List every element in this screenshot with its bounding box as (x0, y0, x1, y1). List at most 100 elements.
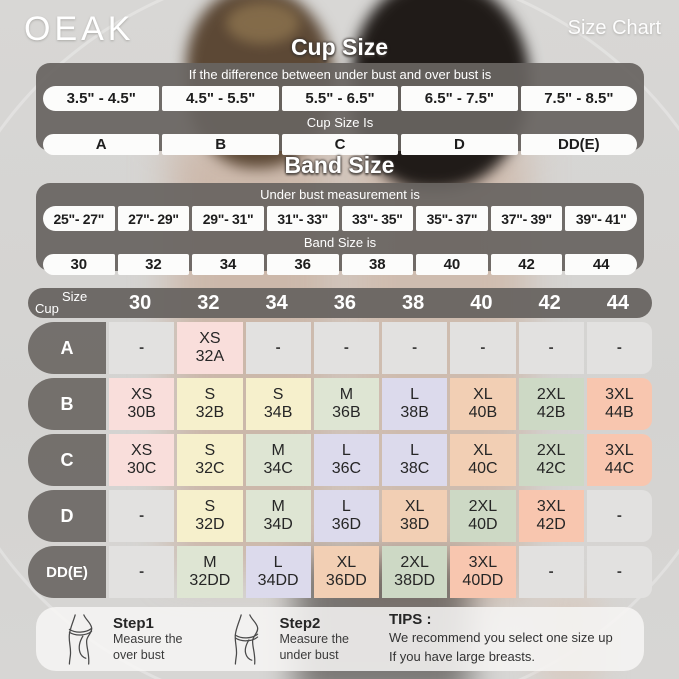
band-cup-label: 38C (399, 460, 430, 477)
size-cell: - (109, 546, 175, 598)
size-cell: S 32D (177, 490, 243, 542)
band-column-header: 32 (197, 291, 220, 314)
model-left-hair-highlight (226, 2, 300, 44)
tips-line-1: We recommend you select one size up (388, 630, 613, 646)
cup-letter-cell: D (401, 134, 518, 155)
band-column-header: 30 (129, 291, 152, 314)
band-size-subtitle: Under bust measurement is (260, 187, 420, 202)
size-cell: L 36C (313, 434, 379, 486)
row-cup-label: C (28, 434, 106, 486)
size-label: XS (199, 330, 221, 348)
size-label: 3XL (605, 442, 634, 460)
size-label: XL (473, 386, 493, 404)
size-cell: - (518, 546, 584, 598)
cup-range-cell: 3.5" - 4.5" (43, 86, 160, 111)
size-label: S (204, 442, 216, 460)
cup-size-panel: If the difference between under bust and… (36, 63, 644, 155)
size-cell: 3XL 44C (586, 434, 652, 486)
band-cup-label: 34DD (257, 572, 299, 589)
band-cup-label: 32DD (189, 572, 231, 589)
size-cell: - (109, 322, 175, 374)
band-cup-label: 38DD (394, 572, 436, 589)
size-label: 3XL (605, 386, 634, 404)
band-value-cell: 36 (266, 254, 339, 275)
size-cell: XL 38D (382, 490, 448, 542)
size-label: XL (404, 498, 425, 516)
size-cell: S 32C (177, 434, 243, 486)
size-label: S (204, 498, 216, 516)
size-cell: 3XL 42D (518, 490, 584, 542)
size-label: L (410, 442, 420, 460)
cup-result-label: Cup Size Is (306, 115, 374, 130)
size-cell: L 36D (313, 490, 379, 542)
band-cup-label: 40B (468, 404, 498, 421)
cup-range-cell: 7.5" - 8.5" (520, 86, 638, 111)
size-label: XS (130, 442, 153, 460)
corner-size-label: Size (62, 289, 88, 304)
band-cup-label: 42B (536, 404, 566, 421)
size-cell: M 32DD (177, 546, 243, 598)
row-cup-label: DD(E) (28, 546, 106, 598)
size-label: S (272, 386, 284, 404)
size-label: 3XL (536, 498, 566, 516)
size-cell: M 34C (245, 434, 311, 486)
size-matrix: A - XS 32A - - - - - - B XS 30B S 32B S 34B M 36B L 38B XL 40B… (28, 322, 652, 598)
band-value-cell: 42 (490, 254, 563, 275)
band-value-cell: 34 (192, 254, 264, 275)
size-cell: L 38C (382, 434, 448, 486)
size-cell: - (586, 490, 652, 542)
band-range-cell: 35"- 37" (416, 206, 488, 231)
size-cell: - (109, 490, 175, 542)
band-cup-label: 36DD (325, 572, 367, 589)
corner-cup-label: Cup (35, 301, 59, 316)
band-cup-label: 34D (263, 516, 293, 533)
cup-letter-cell: C (281, 134, 399, 155)
cup-range-cell: 5.5" - 6.5" (281, 86, 399, 111)
band-cup-label: 32A (195, 348, 225, 365)
measuring-tips-panel: Step1 Measure the over bust Step2 Measure t… (36, 607, 644, 671)
band-cup-label: 40D (468, 516, 498, 533)
step-desc-line: under bust (279, 647, 339, 662)
step-block: Step1 Measure the over bust (58, 613, 182, 665)
band-cup-label: 36D (331, 516, 362, 533)
size-cell: S 34B (245, 378, 311, 430)
step-description: Measure the under bust (279, 632, 348, 663)
size-label: L (341, 442, 351, 460)
step-text: Step1 Measure the over bust (113, 615, 182, 663)
size-cell: 2XL 40D (450, 490, 516, 542)
band-cup-label: 34B (263, 404, 293, 421)
cup-range-cell: 4.5" - 5.5" (162, 86, 279, 111)
band-cup-label: 32D (195, 516, 225, 533)
size-label: M (203, 554, 217, 572)
size-label: 2XL (400, 554, 429, 572)
matrix-header-row: Size Cup 30 32 34 36 38 40 42 44 (28, 288, 652, 318)
size-cell: - (313, 322, 379, 374)
band-cup-label: 40DD (462, 572, 504, 589)
size-cell: - (245, 322, 311, 374)
size-cell: - (586, 322, 652, 374)
band-value-row: 30 32 34 36 38 40 42 44 (43, 254, 637, 275)
size-cell: 2XL 42C (518, 434, 584, 486)
band-value-cell: 32 (117, 254, 190, 275)
size-label: 2XL (536, 442, 566, 460)
matrix-corner-cell: Size Cup (28, 288, 106, 318)
band-cup-label: 44C (604, 460, 635, 477)
step-desc-line: Measure the (279, 631, 349, 646)
band-cup-label: 36C (331, 460, 362, 477)
band-result-label: Band Size is (303, 235, 377, 250)
band-column-header: 36 (333, 291, 356, 314)
band-cup-label: 38B (400, 404, 429, 421)
size-cell: L 38B (382, 378, 448, 430)
cup-letter-row: A B C D DD(E) (43, 134, 638, 155)
table-row: B XS 30B S 32B S 34B M 36B L 38B XL 40B 2XL 42B 3XL 44B (28, 378, 652, 430)
band-cup-label: 44B (605, 404, 634, 421)
band-range-cell: 39"- 41" (565, 206, 637, 231)
step-label: Step2 (279, 614, 321, 632)
size-label: L (273, 554, 283, 572)
band-cup-label: 30C (126, 460, 157, 477)
band-cup-label: 42C (536, 460, 566, 477)
cup-letter-cell: DD(E) (520, 134, 638, 155)
size-label: 2XL (536, 386, 566, 404)
size-label: XL (473, 442, 493, 460)
